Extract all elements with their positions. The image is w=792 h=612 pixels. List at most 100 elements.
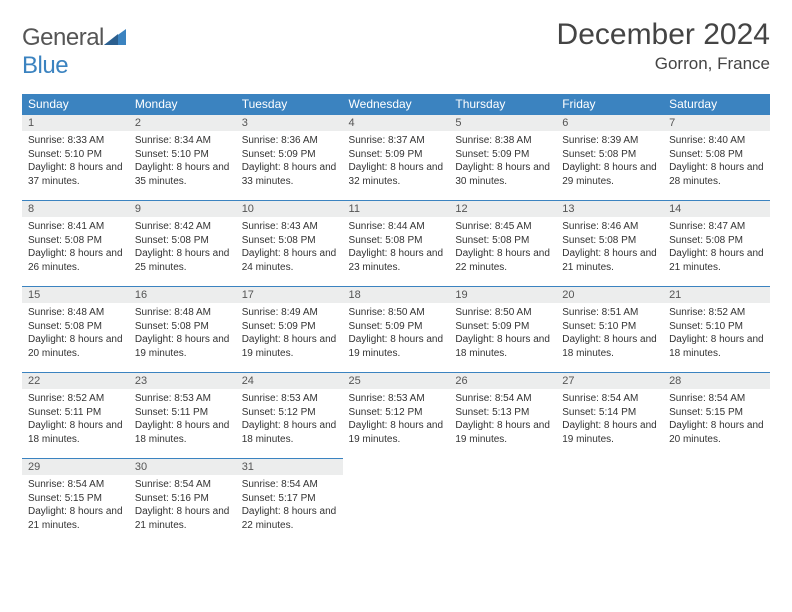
day-number: 26 [449, 373, 556, 389]
day-number: 17 [236, 287, 343, 303]
day-number: 9 [129, 201, 236, 217]
day-number: 6 [556, 115, 663, 131]
calendar-cell: 11Sunrise: 8:44 AMSunset: 5:08 PMDayligh… [343, 200, 450, 286]
day-body: Sunrise: 8:50 AMSunset: 5:09 PMDaylight:… [343, 303, 450, 366]
day-body: Sunrise: 8:47 AMSunset: 5:08 PMDaylight:… [663, 217, 770, 280]
calendar-cell [343, 458, 450, 544]
calendar-cell: 3Sunrise: 8:36 AMSunset: 5:09 PMDaylight… [236, 114, 343, 200]
day-number: 13 [556, 201, 663, 217]
day-number: 22 [22, 373, 129, 389]
day-number: 8 [22, 201, 129, 217]
calendar-cell: 16Sunrise: 8:48 AMSunset: 5:08 PMDayligh… [129, 286, 236, 372]
calendar-table: Sunday Monday Tuesday Wednesday Thursday… [22, 94, 770, 544]
calendar-cell: 27Sunrise: 8:54 AMSunset: 5:14 PMDayligh… [556, 372, 663, 458]
day-body: Sunrise: 8:37 AMSunset: 5:09 PMDaylight:… [343, 131, 450, 194]
logo: GeneralBlue [22, 18, 126, 80]
calendar-cell: 26Sunrise: 8:54 AMSunset: 5:13 PMDayligh… [449, 372, 556, 458]
calendar-cell: 10Sunrise: 8:43 AMSunset: 5:08 PMDayligh… [236, 200, 343, 286]
weekday-header: Tuesday [236, 94, 343, 114]
day-body: Sunrise: 8:36 AMSunset: 5:09 PMDaylight:… [236, 131, 343, 194]
day-number: 27 [556, 373, 663, 389]
day-body: Sunrise: 8:54 AMSunset: 5:14 PMDaylight:… [556, 389, 663, 452]
day-number: 23 [129, 373, 236, 389]
day-body: Sunrise: 8:52 AMSunset: 5:11 PMDaylight:… [22, 389, 129, 452]
day-number: 3 [236, 115, 343, 131]
weekday-header: Thursday [449, 94, 556, 114]
logo-triangle-icon [104, 27, 126, 45]
weekday-header: Friday [556, 94, 663, 114]
calendar-cell: 8Sunrise: 8:41 AMSunset: 5:08 PMDaylight… [22, 200, 129, 286]
day-body: Sunrise: 8:34 AMSunset: 5:10 PMDaylight:… [129, 131, 236, 194]
day-number: 7 [663, 115, 770, 131]
day-body: Sunrise: 8:49 AMSunset: 5:09 PMDaylight:… [236, 303, 343, 366]
day-number: 29 [22, 459, 129, 475]
day-body: Sunrise: 8:48 AMSunset: 5:08 PMDaylight:… [22, 303, 129, 366]
calendar-cell: 4Sunrise: 8:37 AMSunset: 5:09 PMDaylight… [343, 114, 450, 200]
day-body: Sunrise: 8:48 AMSunset: 5:08 PMDaylight:… [129, 303, 236, 366]
calendar-cell: 18Sunrise: 8:50 AMSunset: 5:09 PMDayligh… [343, 286, 450, 372]
calendar-cell: 30Sunrise: 8:54 AMSunset: 5:16 PMDayligh… [129, 458, 236, 544]
calendar-cell: 23Sunrise: 8:53 AMSunset: 5:11 PMDayligh… [129, 372, 236, 458]
day-body: Sunrise: 8:53 AMSunset: 5:11 PMDaylight:… [129, 389, 236, 452]
day-number: 10 [236, 201, 343, 217]
day-number: 1 [22, 115, 129, 131]
calendar-cell: 6Sunrise: 8:39 AMSunset: 5:08 PMDaylight… [556, 114, 663, 200]
calendar-cell: 7Sunrise: 8:40 AMSunset: 5:08 PMDaylight… [663, 114, 770, 200]
calendar-cell: 5Sunrise: 8:38 AMSunset: 5:09 PMDaylight… [449, 114, 556, 200]
day-body: Sunrise: 8:33 AMSunset: 5:10 PMDaylight:… [22, 131, 129, 194]
logo-word-blue: Blue [22, 52, 68, 79]
calendar-cell: 15Sunrise: 8:48 AMSunset: 5:08 PMDayligh… [22, 286, 129, 372]
weekday-header: Wednesday [343, 94, 450, 114]
calendar-cell: 13Sunrise: 8:46 AMSunset: 5:08 PMDayligh… [556, 200, 663, 286]
day-number: 2 [129, 115, 236, 131]
header: GeneralBlue December 2024 Gorron, France [22, 18, 770, 80]
calendar-head: Sunday Monday Tuesday Wednesday Thursday… [22, 94, 770, 114]
day-number: 21 [663, 287, 770, 303]
day-number: 31 [236, 459, 343, 475]
calendar-cell: 31Sunrise: 8:54 AMSunset: 5:17 PMDayligh… [236, 458, 343, 544]
calendar-cell: 19Sunrise: 8:50 AMSunset: 5:09 PMDayligh… [449, 286, 556, 372]
day-number: 4 [343, 115, 450, 131]
calendar-cell: 28Sunrise: 8:54 AMSunset: 5:15 PMDayligh… [663, 372, 770, 458]
logo-text: GeneralBlue [22, 24, 126, 80]
day-body: Sunrise: 8:53 AMSunset: 5:12 PMDaylight:… [343, 389, 450, 452]
day-number: 30 [129, 459, 236, 475]
day-body: Sunrise: 8:51 AMSunset: 5:10 PMDaylight:… [556, 303, 663, 366]
page-title: December 2024 [557, 18, 770, 52]
calendar-cell: 1Sunrise: 8:33 AMSunset: 5:10 PMDaylight… [22, 114, 129, 200]
day-body: Sunrise: 8:53 AMSunset: 5:12 PMDaylight:… [236, 389, 343, 452]
day-number: 19 [449, 287, 556, 303]
day-body: Sunrise: 8:41 AMSunset: 5:08 PMDaylight:… [22, 217, 129, 280]
calendar-cell: 25Sunrise: 8:53 AMSunset: 5:12 PMDayligh… [343, 372, 450, 458]
logo-word-general: General [22, 24, 104, 51]
day-body: Sunrise: 8:43 AMSunset: 5:08 PMDaylight:… [236, 217, 343, 280]
day-body: Sunrise: 8:54 AMSunset: 5:13 PMDaylight:… [449, 389, 556, 452]
day-number: 12 [449, 201, 556, 217]
day-body: Sunrise: 8:38 AMSunset: 5:09 PMDaylight:… [449, 131, 556, 194]
location-label: Gorron, France [557, 54, 770, 74]
day-body: Sunrise: 8:52 AMSunset: 5:10 PMDaylight:… [663, 303, 770, 366]
day-number: 18 [343, 287, 450, 303]
day-number: 14 [663, 201, 770, 217]
day-body: Sunrise: 8:45 AMSunset: 5:08 PMDaylight:… [449, 217, 556, 280]
day-body: Sunrise: 8:39 AMSunset: 5:08 PMDaylight:… [556, 131, 663, 194]
day-body: Sunrise: 8:54 AMSunset: 5:16 PMDaylight:… [129, 475, 236, 538]
day-number: 11 [343, 201, 450, 217]
day-number: 20 [556, 287, 663, 303]
weekday-header: Monday [129, 94, 236, 114]
calendar-cell [663, 458, 770, 544]
title-block: December 2024 Gorron, France [557, 18, 770, 74]
calendar-cell: 20Sunrise: 8:51 AMSunset: 5:10 PMDayligh… [556, 286, 663, 372]
day-body: Sunrise: 8:46 AMSunset: 5:08 PMDaylight:… [556, 217, 663, 280]
day-body: Sunrise: 8:50 AMSunset: 5:09 PMDaylight:… [449, 303, 556, 366]
weekday-header: Saturday [663, 94, 770, 114]
calendar-cell [449, 458, 556, 544]
calendar-cell [556, 458, 663, 544]
calendar-cell: 2Sunrise: 8:34 AMSunset: 5:10 PMDaylight… [129, 114, 236, 200]
calendar-cell: 17Sunrise: 8:49 AMSunset: 5:09 PMDayligh… [236, 286, 343, 372]
calendar-body: 1Sunrise: 8:33 AMSunset: 5:10 PMDaylight… [22, 114, 770, 544]
day-number: 16 [129, 287, 236, 303]
day-body: Sunrise: 8:42 AMSunset: 5:08 PMDaylight:… [129, 217, 236, 280]
weekday-header: Sunday [22, 94, 129, 114]
day-number: 15 [22, 287, 129, 303]
